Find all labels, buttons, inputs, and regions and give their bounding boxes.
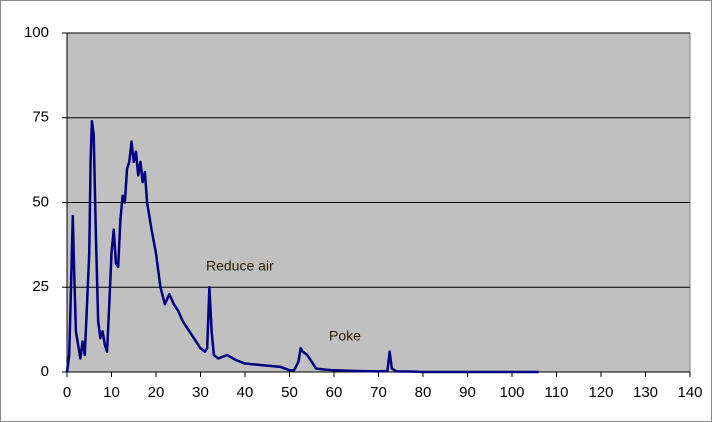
x-tick-label: 60: [326, 384, 343, 401]
y-tick-label: 100: [24, 24, 49, 41]
y-tick-label: 50: [32, 193, 49, 210]
x-tick-label: 40: [237, 384, 254, 401]
annotation: Poke: [329, 328, 361, 344]
x-tick-label: 30: [192, 384, 209, 401]
x-tick-label: 130: [633, 384, 658, 401]
y-tick-label: 75: [32, 109, 49, 126]
x-tick-label: 140: [677, 384, 702, 401]
x-tick-label: 110: [545, 384, 569, 401]
y-tick-label: 25: [32, 278, 49, 295]
x-tick-label: 20: [148, 384, 165, 401]
x-tick-label: 10: [103, 384, 120, 401]
data-line: [65, 119, 539, 374]
x-tick-label: 120: [588, 384, 613, 401]
annotation: Reduce air: [206, 258, 274, 274]
x-tick-label: 80: [415, 384, 432, 401]
x-tick-label: 70: [370, 384, 387, 401]
x-tick-label: 50: [281, 384, 298, 401]
x-tick-label: 90: [459, 384, 476, 401]
x-tick-label: 0: [63, 384, 71, 401]
x-tick-label: 100: [499, 384, 524, 401]
y-tick-label: 0: [41, 363, 49, 380]
